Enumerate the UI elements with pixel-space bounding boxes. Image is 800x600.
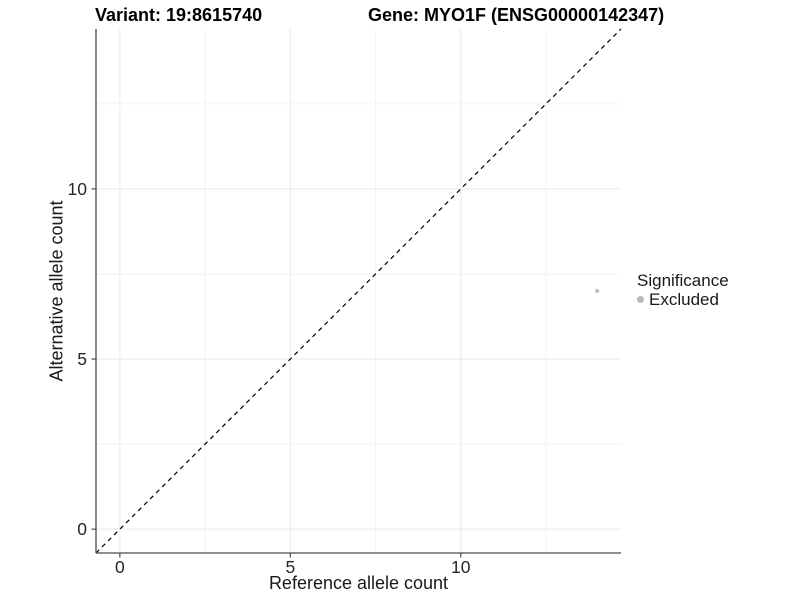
legend-point-swatch [637,296,644,303]
data-point [595,289,600,293]
legend-entry-excluded: Excluded [637,290,729,309]
x-tick-label: 10 [451,557,471,577]
y-tick-label: 0 [77,519,87,539]
x-tick-label: 5 [285,557,295,577]
variant-title: Variant: 19:8615740 [95,5,263,25]
legend-entry-label: Excluded [649,290,719,309]
gene-title: Gene: MYO1F (ENSG00000142347) [368,5,665,25]
y-axis-title: Alternative allele count [46,200,67,382]
y-tick-label: 10 [68,179,88,199]
y-tick-label: 5 [77,349,87,369]
legend: Significance Excluded [637,271,729,309]
x-axis-title: Reference allele count [268,573,449,593]
identity-line [95,28,622,554]
legend-title: Significance [637,271,729,290]
x-tick-label: 0 [115,557,125,577]
